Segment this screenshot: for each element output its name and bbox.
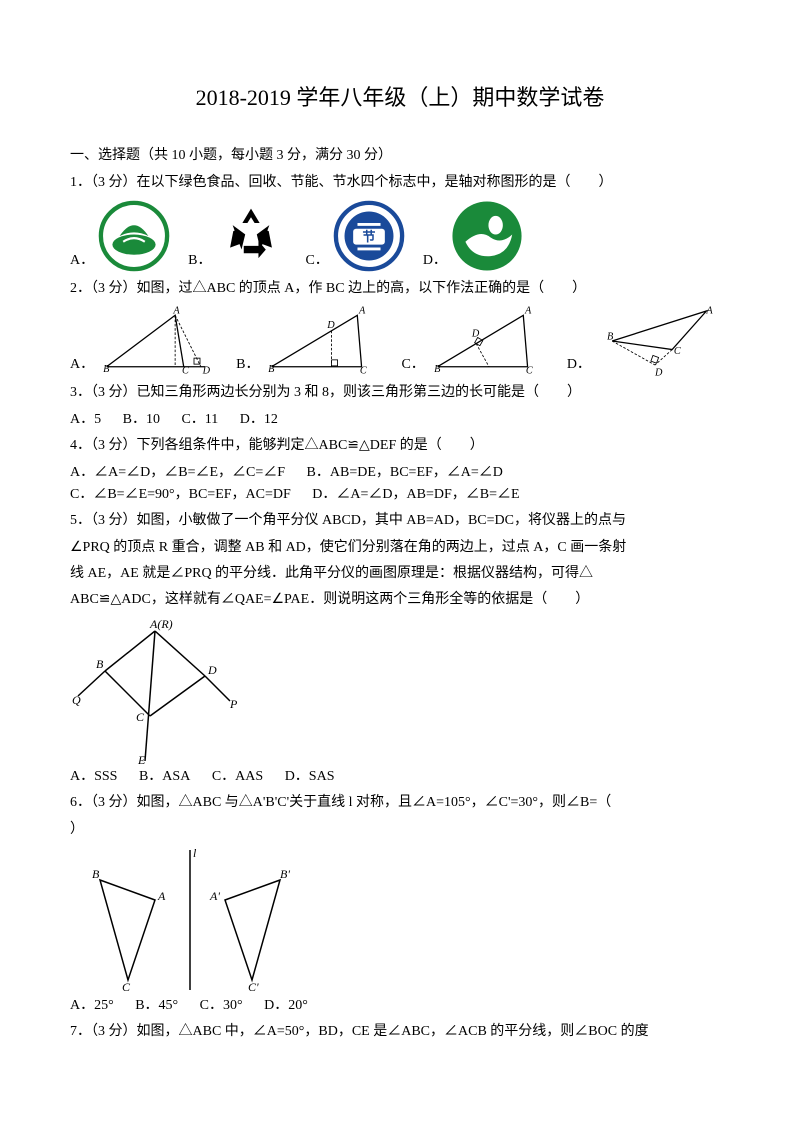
q6-opt-c: C．30° (200, 998, 243, 1013)
opt-label: A． (70, 250, 94, 272)
q4-opt-d: D．∠A=∠D，AB=DF，∠B=∠E (312, 487, 519, 502)
svg-text:D: D (654, 368, 663, 377)
svg-text:A: A (358, 306, 366, 317)
svg-text:A: A (173, 306, 181, 317)
q3-options: A．5 B．10 C．11 D．12 (70, 409, 730, 431)
svg-text:C: C (122, 980, 131, 994)
question-5-line3: 线 AE，AE 就是∠PRQ 的平分线．此角平分仪的画图原理是：根据仪器结构，可… (70, 563, 730, 585)
svg-text:P: P (229, 697, 238, 711)
svg-text:B: B (103, 364, 110, 375)
svg-text:E: E (137, 753, 146, 766)
question-6-line1: 6．（3 分）如图，△ABC 与△A'B'C'关于直线 l 对称，且∠A=105… (70, 792, 730, 814)
svg-text:C': C' (248, 980, 259, 994)
page-title: 2018-2019 学年八年级（上）期中数学试卷 (70, 80, 730, 115)
q2-opt-a: A． B C D A (70, 306, 218, 376)
green-food-logo-icon (98, 200, 170, 272)
opt-label: C． (305, 250, 328, 272)
question-5-line4: ABC≌△ADC，这样就有∠QAE=∠PAE．则说明这两个三角形全等的依据是（ … (70, 589, 730, 611)
q2-opt-c: C． B C D A (401, 306, 548, 376)
svg-text:B: B (269, 364, 276, 375)
svg-text:C: C (136, 710, 145, 724)
svg-text:l: l (193, 846, 197, 860)
q4-options-row2: C．∠B=∠E=90°，BC=EF，AC=DF D．∠A=∠D，AB=DF，∠B… (70, 484, 730, 506)
triangle-d-icon: B C D A (595, 306, 715, 376)
svg-text:D: D (202, 366, 211, 376)
q6-options: A．25° B．45° C．30° D．20° (70, 995, 730, 1017)
opt-label: C． (401, 354, 424, 376)
svg-text:C: C (674, 346, 681, 357)
q5-figure: A(R) B D Q P C E (70, 616, 730, 766)
svg-text:B: B (607, 332, 614, 343)
triangle-c-icon: B C D A (429, 306, 549, 376)
q3-opt-a: A．5 (70, 412, 101, 427)
q3-opt-d: D．12 (240, 412, 278, 427)
q1-opt-c: C． 节 (305, 200, 404, 272)
q6-opt-a: A．25° (70, 998, 114, 1013)
triangle-a-icon: B C D A (98, 306, 218, 376)
svg-text:B': B' (280, 867, 290, 881)
question-5-line2: ∠PRQ 的顶点 R 重合，调整 AB 和 AD，使它们分别落在角的两边上，过点… (70, 537, 730, 559)
svg-text:A': A' (209, 889, 220, 903)
svg-text:D: D (207, 663, 217, 677)
question-3: 3．（3 分）已知三角形两边长分别为 3 和 8，则该三角形第三边的长可能是（ … (70, 382, 730, 404)
q2-opt-b: B． B C D A (236, 306, 383, 376)
svg-text:A: A (157, 889, 166, 903)
q5-opt-a: A．SSS (70, 769, 117, 784)
svg-text:A: A (705, 306, 713, 317)
svg-text:B: B (434, 364, 441, 375)
recycle-logo-icon (215, 200, 287, 272)
question-2: 2．（3 分）如图，过△ABC 的顶点 A，作 BC 边上的高，以下作法正确的是… (70, 278, 730, 300)
water-saving-logo-icon (451, 200, 523, 272)
svg-text:D: D (471, 329, 480, 340)
q4-opt-b: B．AB=DE，BC=EF，∠A=∠D (307, 465, 503, 480)
svg-text:Q: Q (72, 693, 81, 707)
q2-options: A． B C D A B． B C D A C． (70, 306, 730, 376)
angle-bisector-diagram-icon: A(R) B D Q P C E (70, 616, 240, 766)
opt-label: D． (423, 250, 447, 272)
svg-text:C: C (182, 366, 189, 376)
svg-text:节: 节 (362, 229, 375, 244)
q6-opt-b: B．45° (135, 998, 178, 1013)
question-4: 4．（3 分）下列各组条件中，能够判定△ABC≌△DEF 的是（ ） (70, 435, 730, 457)
svg-text:C: C (360, 366, 367, 376)
question-7: 7．（3 分）如图，△ABC 中，∠A=50°，BD，CE 是∠ABC，∠ACB… (70, 1021, 730, 1043)
svg-text:C: C (526, 366, 533, 376)
q4-opt-c: C．∠B=∠E=90°，BC=EF，AC=DF (70, 487, 291, 502)
svg-text:D: D (327, 321, 336, 332)
svg-text:B: B (96, 657, 104, 671)
question-5-line1: 5．（3 分）如图，小敏做了一个角平分仪 ABCD，其中 AB=AD，BC=DC… (70, 510, 730, 532)
q6-opt-d: D．20° (264, 998, 308, 1013)
energy-saving-logo-icon: 节 (333, 200, 405, 272)
q1-options: A． B． C． 节 D． (70, 200, 730, 272)
symmetric-triangles-diagram-icon: l B A C B' A' C' (70, 845, 310, 995)
opt-label: A． (70, 354, 94, 376)
triangle-b-icon: B C D A (263, 306, 383, 376)
opt-label: B． (188, 250, 211, 272)
svg-text:A(R): A(R) (149, 617, 173, 631)
q3-opt-c: C．11 (181, 412, 218, 427)
q5-opt-b: B．ASA (139, 769, 190, 784)
q5-options: A．SSS B．ASA C．AAS D．SAS (70, 766, 730, 788)
q6-figure: l B A C B' A' C' (70, 845, 730, 995)
q2-opt-d: D． B C D A (567, 306, 715, 376)
section-heading: 一、选择题（共 10 小题，每小题 3 分，满分 30 分） (70, 145, 730, 167)
q1-opt-b: B． (188, 200, 287, 272)
question-1: 1．（3 分）在以下绿色食品、回收、节能、节水四个标志中，是轴对称图形的是（ ） (70, 172, 730, 194)
svg-text:B: B (92, 867, 100, 881)
svg-text:A: A (524, 306, 532, 317)
q3-opt-b: B．10 (123, 412, 160, 427)
q4-opt-a: A．∠A=∠D，∠B=∠E，∠C=∠F (70, 465, 285, 480)
q1-opt-d: D． (423, 200, 523, 272)
q1-opt-a: A． (70, 200, 170, 272)
q5-opt-d: D．SAS (285, 769, 335, 784)
q4-options-row1: A．∠A=∠D，∠B=∠E，∠C=∠F B．AB=DE，BC=EF，∠A=∠D (70, 462, 730, 484)
question-6-line2: ） (70, 819, 730, 841)
opt-label: B． (236, 354, 259, 376)
opt-label: D． (567, 354, 591, 376)
q5-opt-c: C．AAS (212, 769, 263, 784)
